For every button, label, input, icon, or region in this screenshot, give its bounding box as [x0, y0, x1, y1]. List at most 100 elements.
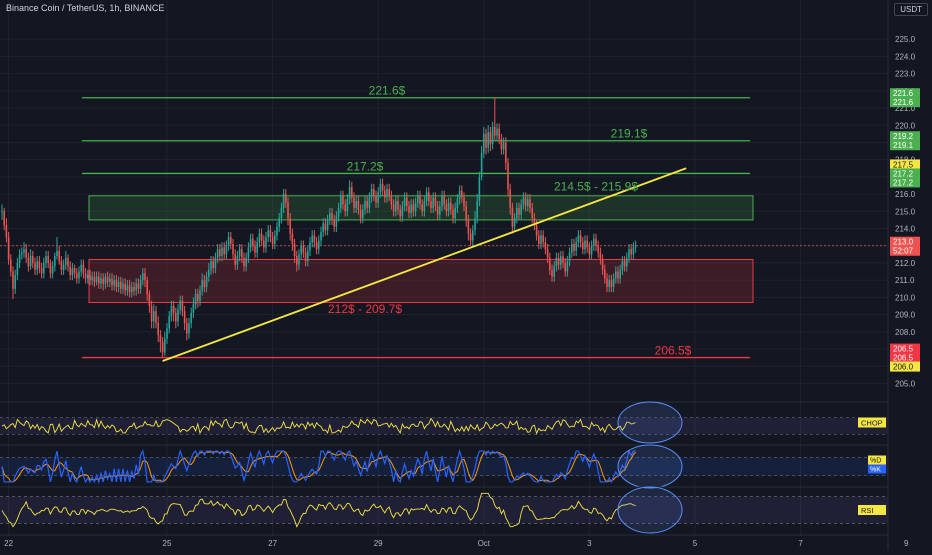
level-tag-2-2: 217.2	[893, 178, 914, 187]
candle	[491, 121, 494, 150]
candle-body	[500, 139, 503, 150]
candle	[179, 295, 181, 315]
candle	[71, 262, 74, 281]
candle-body	[421, 204, 423, 212]
candle-body	[445, 204, 448, 212]
candle-body	[439, 206, 441, 215]
candle	[505, 137, 507, 170]
candle-body	[527, 199, 529, 207]
candle-body	[109, 278, 111, 282]
candle-body	[296, 256, 298, 265]
candle	[555, 252, 558, 272]
candle	[27, 252, 30, 272]
candle	[87, 269, 89, 284]
levels	[0, 97, 888, 359]
candle	[135, 278, 137, 296]
candle	[324, 218, 327, 236]
stoch-k-line	[1, 448, 636, 485]
candle-body	[38, 261, 41, 269]
candle	[406, 192, 408, 212]
candle-body	[573, 244, 575, 251]
axis-bg	[888, 0, 932, 550]
candle	[98, 271, 100, 289]
candle-body	[491, 126, 494, 145]
time-tick: 5	[693, 539, 698, 548]
candle	[401, 200, 404, 222]
candle-body	[142, 273, 144, 281]
candle-body	[322, 223, 324, 232]
candle-body	[397, 200, 399, 210]
candle	[142, 268, 144, 286]
price-tick: 216.0	[895, 190, 916, 199]
candle-body	[507, 163, 509, 189]
candle-body	[586, 240, 588, 248]
candle	[117, 276, 120, 293]
candle	[128, 280, 131, 298]
candle	[465, 200, 467, 227]
candle	[377, 187, 379, 208]
candle-body	[428, 192, 430, 201]
candle-body	[307, 250, 309, 262]
candle-body	[276, 226, 278, 236]
candle-body	[190, 312, 192, 324]
candle	[610, 274, 613, 293]
stoch-d-line	[1, 450, 636, 483]
candle-body	[403, 197, 406, 207]
candle	[161, 336, 164, 358]
candle-body	[452, 209, 454, 219]
candle-body	[89, 274, 91, 281]
candle	[584, 235, 586, 255]
candle	[208, 262, 210, 282]
candle-body	[115, 280, 118, 288]
candle-body	[91, 276, 93, 281]
candle	[562, 250, 564, 269]
candle-body	[315, 242, 318, 250]
currency-badge[interactable]: USDT	[894, 3, 928, 16]
time-tick: 3	[587, 539, 592, 548]
candle-body	[280, 207, 283, 219]
candle-body	[604, 269, 606, 279]
candle	[601, 254, 604, 275]
panel-band-0	[0, 417, 888, 435]
candle-body	[381, 183, 384, 191]
candle	[388, 183, 390, 201]
indicator-line-0	[1, 417, 636, 435]
candle	[571, 238, 573, 258]
candle	[395, 195, 397, 217]
candle-body	[227, 237, 230, 246]
candle-body	[230, 237, 232, 244]
candle-body	[5, 225, 8, 238]
candle-body	[582, 242, 584, 250]
candle-body	[375, 195, 377, 203]
candle-body	[577, 235, 580, 243]
candle-body	[219, 249, 221, 257]
current-price-tag-bg	[890, 236, 920, 247]
candle-body	[370, 188, 373, 198]
candle-body	[379, 183, 382, 193]
candle	[241, 244, 243, 263]
candle	[258, 228, 261, 248]
candle	[12, 266, 14, 300]
candle	[236, 250, 239, 270]
candle-body	[430, 200, 432, 208]
candle	[181, 295, 184, 317]
candle-body	[408, 206, 410, 214]
candle-body	[54, 256, 56, 267]
candle-body	[98, 276, 100, 284]
candle-body	[133, 287, 135, 291]
candle	[113, 274, 115, 291]
candle-body	[546, 249, 549, 258]
candle	[7, 231, 10, 265]
price-tick: 214.0	[895, 225, 916, 234]
candle	[190, 307, 192, 329]
candle-body	[555, 257, 558, 267]
candle	[593, 233, 595, 251]
candle-body	[245, 257, 247, 267]
level-tag-1-1: 219.1	[893, 141, 914, 150]
candle	[313, 230, 316, 248]
candle	[632, 242, 635, 260]
chart-title: Binance Coin / TetherUS, 1h, BINANCE	[6, 3, 165, 13]
candle	[560, 250, 562, 270]
candle	[348, 180, 351, 205]
